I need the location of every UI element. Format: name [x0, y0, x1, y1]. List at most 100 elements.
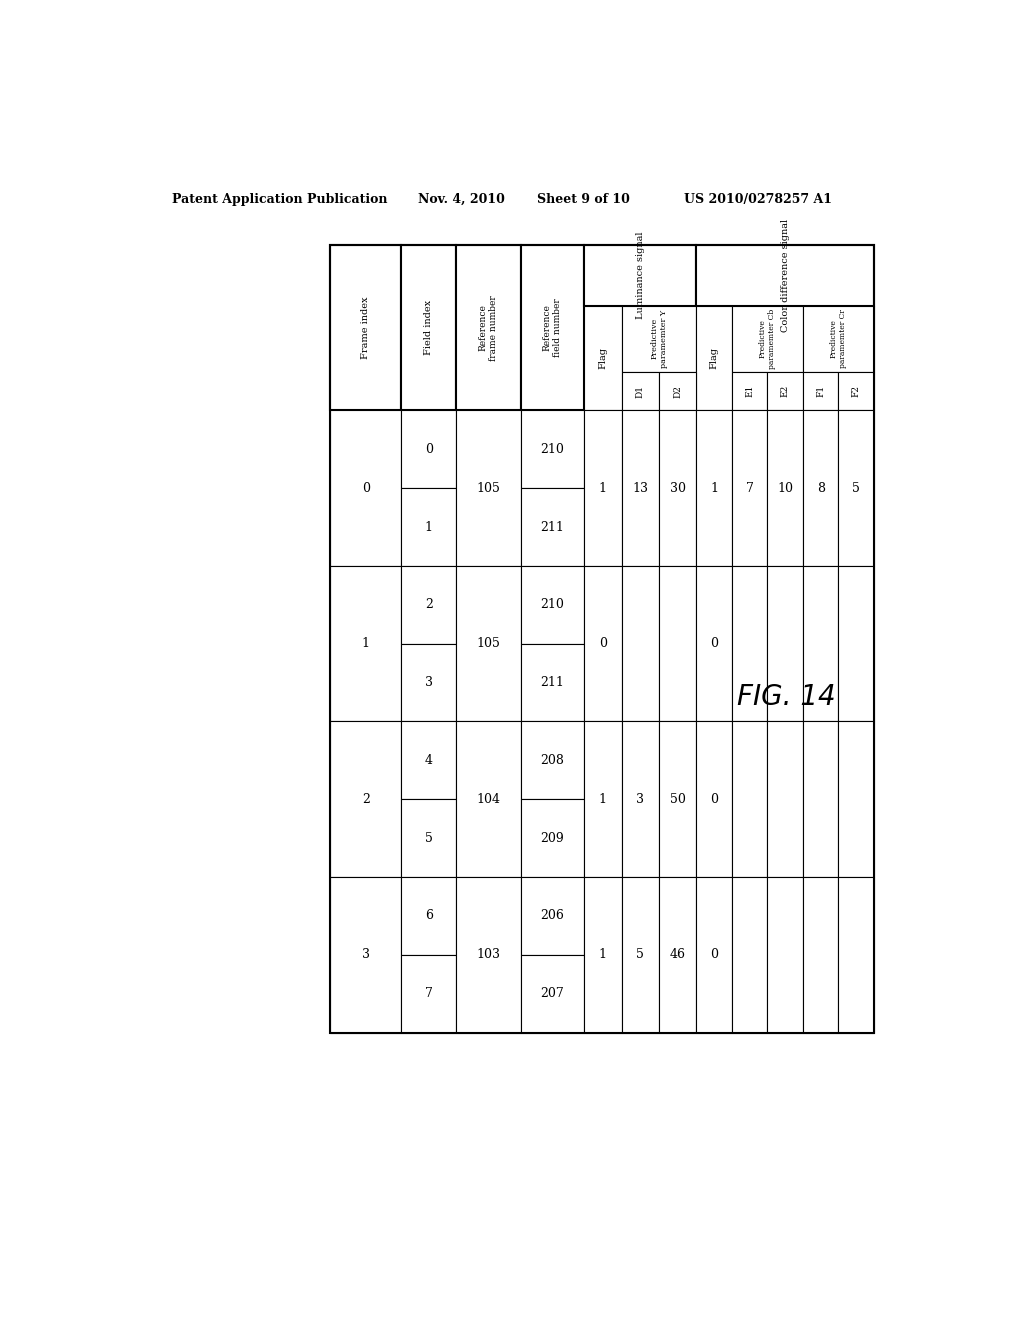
Bar — [401, 722, 457, 799]
Text: Predictive
paramemter Y: Predictive paramemter Y — [650, 310, 668, 368]
Bar — [622, 876, 659, 1032]
Text: 2: 2 — [361, 793, 370, 805]
Bar — [732, 566, 767, 722]
Bar — [767, 411, 803, 566]
Text: 0: 0 — [711, 638, 718, 651]
Text: 211: 211 — [541, 520, 564, 533]
Bar — [839, 722, 874, 876]
Bar — [659, 566, 696, 722]
Bar — [331, 411, 401, 566]
Bar — [839, 876, 874, 1032]
Bar — [521, 876, 584, 954]
Text: 103: 103 — [476, 948, 501, 961]
Bar — [457, 411, 521, 566]
Text: F1: F1 — [816, 385, 825, 397]
Bar — [803, 411, 839, 566]
Bar — [584, 244, 696, 306]
Bar — [331, 244, 401, 411]
Text: 30: 30 — [670, 482, 686, 495]
Text: 104: 104 — [476, 793, 501, 805]
Text: 10: 10 — [777, 482, 794, 495]
Text: 1: 1 — [599, 948, 607, 961]
Text: Nov. 4, 2010: Nov. 4, 2010 — [418, 193, 505, 206]
Text: 8: 8 — [817, 482, 824, 495]
Text: 4: 4 — [425, 754, 433, 767]
Bar — [732, 306, 803, 372]
Text: 209: 209 — [541, 832, 564, 845]
Bar — [521, 799, 584, 876]
Bar — [622, 566, 659, 722]
Bar — [696, 411, 732, 566]
Bar — [401, 644, 457, 722]
Text: F2: F2 — [852, 385, 861, 397]
Text: Flag: Flag — [710, 347, 719, 370]
Bar — [521, 488, 584, 566]
Text: Field index: Field index — [424, 300, 433, 355]
Text: 105: 105 — [476, 482, 501, 495]
Bar — [521, 566, 584, 644]
Bar — [521, 411, 584, 488]
Text: 207: 207 — [541, 987, 564, 1001]
Bar — [331, 566, 401, 722]
Bar — [457, 876, 521, 1032]
Bar — [521, 644, 584, 722]
Text: Luminance signal: Luminance signal — [636, 231, 645, 319]
Text: Sheet 9 of 10: Sheet 9 of 10 — [537, 193, 630, 206]
Bar — [839, 372, 874, 411]
Text: 1: 1 — [361, 638, 370, 651]
Text: 1: 1 — [599, 793, 607, 805]
Text: FIG. 14: FIG. 14 — [737, 682, 836, 711]
Text: 7: 7 — [745, 482, 754, 495]
Bar — [622, 411, 659, 566]
Bar — [696, 722, 732, 876]
Bar — [732, 722, 767, 876]
Bar — [622, 306, 696, 372]
Bar — [401, 411, 457, 488]
Text: Predictive
paramemter Cb: Predictive paramemter Cb — [759, 309, 776, 368]
Text: 46: 46 — [670, 948, 686, 961]
Bar — [622, 722, 659, 876]
Bar — [839, 411, 874, 566]
Text: 0: 0 — [425, 442, 433, 455]
Text: Patent Application Publication: Patent Application Publication — [172, 193, 387, 206]
Text: E1: E1 — [745, 385, 755, 397]
Bar — [521, 722, 584, 799]
Bar — [584, 306, 622, 411]
Text: D2: D2 — [673, 384, 682, 397]
Bar — [622, 372, 659, 411]
Text: 6: 6 — [425, 909, 433, 923]
Bar — [457, 244, 521, 411]
Bar — [521, 244, 584, 411]
Bar — [401, 488, 457, 566]
Bar — [696, 306, 732, 411]
Text: 1: 1 — [425, 520, 433, 533]
Bar — [803, 306, 873, 372]
Bar — [732, 372, 767, 411]
Bar — [803, 722, 839, 876]
Text: 210: 210 — [541, 442, 564, 455]
Bar — [401, 244, 457, 411]
Bar — [696, 876, 732, 1032]
Text: 5: 5 — [636, 948, 644, 961]
Bar — [732, 876, 767, 1032]
Bar — [331, 876, 401, 1032]
Text: Frame index: Frame index — [361, 297, 371, 359]
Text: 105: 105 — [476, 638, 501, 651]
Text: 5: 5 — [425, 832, 433, 845]
Bar — [767, 722, 803, 876]
Text: 50: 50 — [670, 793, 686, 805]
Text: 0: 0 — [711, 793, 718, 805]
Bar — [803, 876, 839, 1032]
Bar — [521, 954, 584, 1032]
Bar — [401, 566, 457, 644]
Text: 208: 208 — [541, 754, 564, 767]
Bar — [803, 566, 839, 722]
Text: 3: 3 — [636, 793, 644, 805]
Bar — [659, 876, 696, 1032]
Text: 3: 3 — [425, 676, 433, 689]
Text: Reference
field number: Reference field number — [543, 298, 562, 356]
Text: 210: 210 — [541, 598, 564, 611]
Text: 1: 1 — [711, 482, 718, 495]
Bar — [696, 566, 732, 722]
Bar — [584, 566, 622, 722]
